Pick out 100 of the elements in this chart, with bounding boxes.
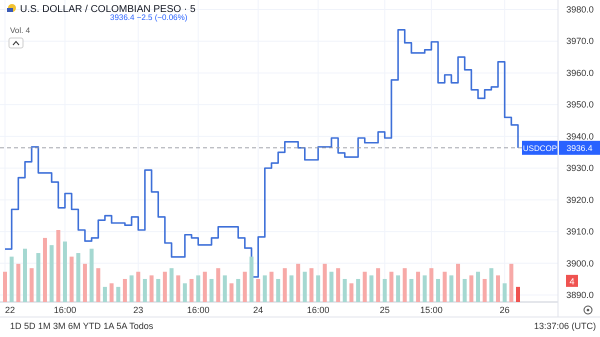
bar [436, 278, 440, 302]
bar [196, 275, 200, 302]
bar [230, 283, 234, 302]
y-tick-label: 3910.0 [566, 226, 594, 237]
x-tick-label: 24 [253, 305, 264, 315]
chart-title: U.S. DOLLAR / COLOMBIAN PESO · 5 [20, 4, 196, 15]
bar [102, 286, 107, 302]
bar [176, 275, 180, 302]
bar [489, 268, 494, 302]
x-tick-label: 22 [5, 305, 16, 315]
y-tick-label: 3960.0 [566, 68, 594, 78]
bar [349, 283, 354, 302]
bar [502, 283, 507, 302]
y-tick-label: 3970.0 [566, 36, 594, 46]
bar [389, 272, 394, 302]
bar [162, 272, 167, 302]
bar [56, 230, 60, 302]
x-tick-label: 16:00 [54, 305, 76, 315]
bar [50, 245, 54, 302]
bar [482, 278, 487, 302]
bar [150, 275, 154, 302]
bar [70, 256, 74, 302]
bar [236, 278, 240, 302]
bar [250, 256, 254, 302]
y-tick-label: 3980.0 [566, 4, 594, 15]
y-tick-label: 3900.0 [566, 258, 594, 268]
x-tick-label: 23 [133, 305, 144, 315]
bar [110, 283, 114, 302]
annotation: 3936.4 −2.5 (−0.06%) [110, 13, 188, 22]
bar [82, 264, 87, 302]
bar [122, 278, 127, 302]
bar [190, 278, 194, 302]
bar [276, 278, 280, 302]
bar [22, 248, 27, 302]
bar [302, 272, 307, 302]
bar [316, 275, 320, 302]
bar [422, 275, 427, 302]
bar [409, 278, 414, 302]
y-tick-label: 3920.0 [566, 194, 594, 205]
annotation: Vol. 4 [10, 26, 31, 35]
ref-line-label: USDCOP [522, 144, 558, 153]
bar [222, 275, 227, 302]
bar [296, 264, 300, 302]
text: 1D 5D 1M 3M 6M YTD 1A 5A Todos [10, 321, 154, 331]
bar [362, 272, 367, 302]
y-tick-label: 3940.0 [566, 131, 594, 142]
bar [16, 264, 20, 302]
bar [62, 242, 67, 302]
bar [282, 268, 287, 302]
x-tick-label: 26 [500, 305, 510, 315]
bar [309, 268, 314, 302]
bar [156, 278, 160, 302]
bar [329, 272, 334, 302]
bar [242, 272, 247, 302]
bar [429, 268, 434, 302]
bar [130, 275, 134, 302]
bar [396, 275, 400, 302]
bar [342, 278, 347, 302]
bar [269, 272, 274, 302]
bar [116, 286, 120, 302]
bar [402, 268, 407, 302]
x-tick-label: 16:00 [306, 305, 330, 315]
text: 3936.4 [566, 142, 593, 153]
bar [442, 272, 447, 302]
bar [382, 278, 387, 302]
bar [509, 264, 514, 302]
bar [462, 278, 467, 302]
bar [369, 275, 374, 302]
bar [210, 278, 214, 302]
bar [262, 275, 267, 302]
bar [142, 278, 147, 302]
y-tick-label: 3930.0 [566, 163, 594, 174]
y-tick-label: 3890.0 [566, 290, 594, 300]
bar [476, 272, 480, 302]
bar [36, 253, 40, 302]
bar [90, 248, 94, 302]
bar [449, 275, 454, 302]
bar [356, 278, 360, 302]
bar [416, 272, 420, 302]
bar [136, 272, 140, 302]
bar [42, 238, 47, 302]
text: 13:37:06 (UTC) [534, 321, 596, 331]
bar [376, 268, 380, 302]
bar [456, 264, 460, 302]
text: 4 [569, 276, 575, 286]
bar [10, 256, 14, 302]
bar [202, 272, 207, 302]
bar [256, 278, 260, 302]
y-tick-label: 3950.0 [566, 100, 594, 110]
x-tick-label: 15:00 [420, 305, 443, 315]
bar [516, 286, 520, 302]
bar [469, 275, 474, 302]
bar [76, 253, 80, 302]
bar [289, 275, 294, 302]
bar [30, 268, 34, 302]
bar [496, 275, 500, 302]
x-tick-label: 25 [380, 305, 390, 315]
bar [182, 283, 187, 302]
bar [3, 272, 7, 302]
bar [336, 268, 340, 302]
